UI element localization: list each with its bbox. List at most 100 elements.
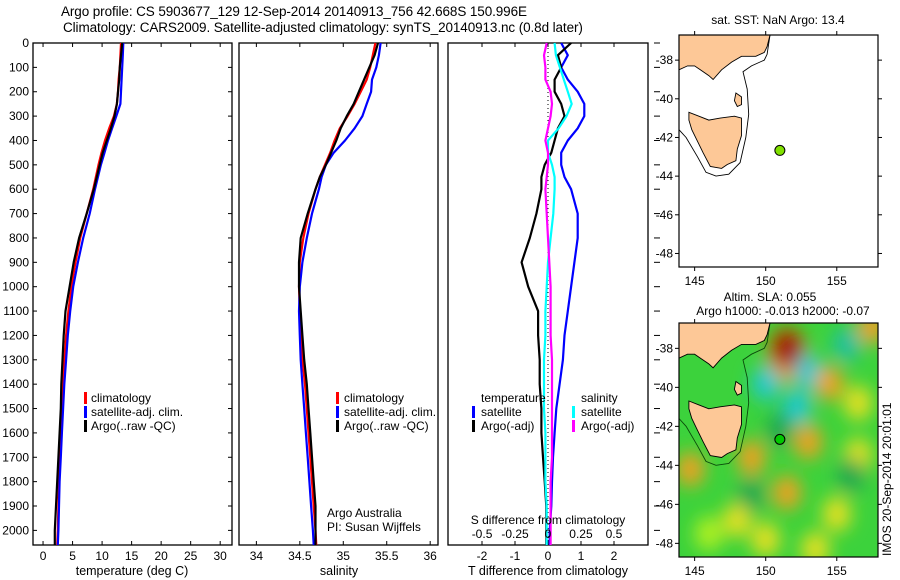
depth-tick-label: 1500 xyxy=(2,402,29,416)
temperature-frame xyxy=(32,42,233,546)
legend-label-t-argo: Argo(-adj) xyxy=(481,419,534,433)
legend-swatch-s-satellite xyxy=(572,406,575,418)
difference-panel: -2 -1 0 1 2 temperature salinity satellite A… xyxy=(447,42,649,578)
land-flinders-island xyxy=(733,380,742,396)
sla-blob xyxy=(794,354,823,390)
sla-blob xyxy=(765,412,794,448)
s-tick-label: 0.25 xyxy=(569,527,593,541)
depth-tick-label: 1600 xyxy=(2,426,29,440)
depth-tick-label: 1000 xyxy=(2,280,29,294)
x-tick-label: 36 xyxy=(423,549,437,563)
sla-blob xyxy=(801,531,830,557)
legend-swatch-climatology xyxy=(84,392,87,404)
sst-map-frame xyxy=(678,34,879,268)
sla-anomaly-field xyxy=(679,323,878,557)
land-mass xyxy=(679,323,771,466)
legend-swatch-climatology xyxy=(336,392,339,404)
sla-blob xyxy=(815,365,844,401)
series-line-temperature-satellite xyxy=(548,42,586,545)
series-line-argo-raw-qc- xyxy=(297,42,380,545)
lat-tick-label: -40 xyxy=(656,380,674,394)
x-tick-label: 5 xyxy=(69,549,76,563)
sla-blob xyxy=(822,496,851,532)
lat-tick-label: -38 xyxy=(656,53,674,67)
legend-label-s-argo: Argo(-adj) xyxy=(581,419,634,433)
s-difference-label: S difference from climatology xyxy=(471,513,626,527)
lon-tick-label: 150 xyxy=(756,274,776,288)
series-line-salinity-argo-adj- xyxy=(542,42,554,545)
sla-map-panel: Altim. SLA: 0.055 Argo h1000: -0.013 h20… xyxy=(656,290,882,578)
depth-tick-label: 1700 xyxy=(2,450,29,464)
x-tick-label: 25 xyxy=(184,549,198,563)
x-tick-label: 35.5 xyxy=(375,549,399,563)
depth-tick-label: 1400 xyxy=(2,377,29,391)
sla-map-subtitle: Argo h1000: -0.013 h2000: -0.07 xyxy=(696,304,870,318)
lon-tick-label: 145 xyxy=(685,564,705,578)
depth-tick-label: 600 xyxy=(9,182,29,196)
salinity-ticks: 34 34.5 35 35.5 36 xyxy=(250,43,437,563)
depth-tick-label: 300 xyxy=(9,109,29,123)
salinity-legend: climatology satellite-adj. clim. Argo(..… xyxy=(336,391,436,433)
x-tick-label: 0 xyxy=(40,549,47,563)
lon-tick-label: 155 xyxy=(827,274,847,288)
land-mainland xyxy=(678,34,771,81)
lat-tick-label: -46 xyxy=(656,208,674,222)
s-tick-label: -0.25 xyxy=(501,527,529,541)
legend-swatch-satellite xyxy=(336,406,339,418)
sla-blob xyxy=(844,385,873,421)
legend-label-satellite: satellite-adj. clim. xyxy=(344,405,436,419)
legend-label-s-satellite: satellite xyxy=(581,405,622,419)
depth-tick-label: 1900 xyxy=(2,499,29,513)
difference-lines xyxy=(520,42,586,545)
salinity-frame xyxy=(238,42,439,546)
sla-map-ticks: 145 150 155 -38 -40 -42 -44 -46 -48 xyxy=(656,319,882,578)
series-line-climatology xyxy=(297,42,377,546)
sla-blob xyxy=(751,521,780,557)
argo-float-marker xyxy=(774,433,786,445)
temperature-legend: climatology satellite-adj. clim. Argo(..… xyxy=(84,391,183,433)
legend-title-temperature: temperature xyxy=(481,391,546,405)
sst-map-panel: sat. SST: NaN Argo: 13.4 145 150 155 -38 -40… xyxy=(656,13,882,288)
sla-blob xyxy=(694,516,723,552)
land-mainland xyxy=(679,323,771,369)
plot-title-line1: Argo profile: CS 5903677_129 12-Sep-2014… xyxy=(61,4,527,19)
s-difference-ticklabels: -0.5 -0.25 0 0.25 0.5 xyxy=(472,527,623,541)
temperature-ticks: 0 5 10 15 20 25 30 xyxy=(40,43,227,563)
legend-label-satellite: satellite-adj. clim. xyxy=(91,405,183,419)
sla-map-marks xyxy=(774,433,786,445)
legend-swatch-t-satellite xyxy=(472,406,475,418)
series-line-argo-raw-qc- xyxy=(53,42,124,545)
lat-tick-label: -44 xyxy=(656,458,674,472)
depth-tick-label: 0 xyxy=(22,36,29,50)
lat-tick-label: -38 xyxy=(656,341,674,355)
legend-label-climatology: climatology xyxy=(91,391,151,405)
legend-title-salinity: salinity xyxy=(581,391,618,405)
land-mass xyxy=(678,34,771,177)
sla-blob xyxy=(773,475,802,511)
series-line-salinity-satellite xyxy=(542,42,573,545)
x-tick-label: 10 xyxy=(95,549,109,563)
lat-tick-label: -42 xyxy=(656,419,674,433)
lat-tick-label: -44 xyxy=(656,169,674,183)
series-line-temperature-argo-adj- xyxy=(520,42,572,545)
depth-tick-label: 1300 xyxy=(2,353,29,367)
sla-blob xyxy=(832,326,861,362)
sla-blob xyxy=(679,451,705,487)
legend-label-argo: Argo(..raw -QC) xyxy=(91,419,176,433)
legend-swatch-argo xyxy=(336,420,339,432)
sst-map-ticks: 145 150 155 -38 -40 -42 -44 -46 -48 xyxy=(656,31,882,288)
depth-tick-label: 1200 xyxy=(2,328,29,342)
x-tick-label: 2 xyxy=(611,549,618,563)
legend-swatch-s-argo xyxy=(572,420,575,432)
x-tick-label: 34.5 xyxy=(288,549,312,563)
shelf-contour xyxy=(679,323,771,466)
sla-blob xyxy=(737,477,766,513)
land-tasmania xyxy=(688,111,742,169)
depth-tick-label: 400 xyxy=(9,133,29,147)
depth-tick-label: 500 xyxy=(9,158,29,172)
temperature-lines xyxy=(53,42,125,546)
legend-label-argo: Argo(..raw -QC) xyxy=(344,419,429,433)
land-tasmania xyxy=(688,400,742,458)
sst-map-title: sat. SST: NaN Argo: 13.4 xyxy=(711,13,845,27)
legend-label-t-satellite: satellite xyxy=(481,405,522,419)
